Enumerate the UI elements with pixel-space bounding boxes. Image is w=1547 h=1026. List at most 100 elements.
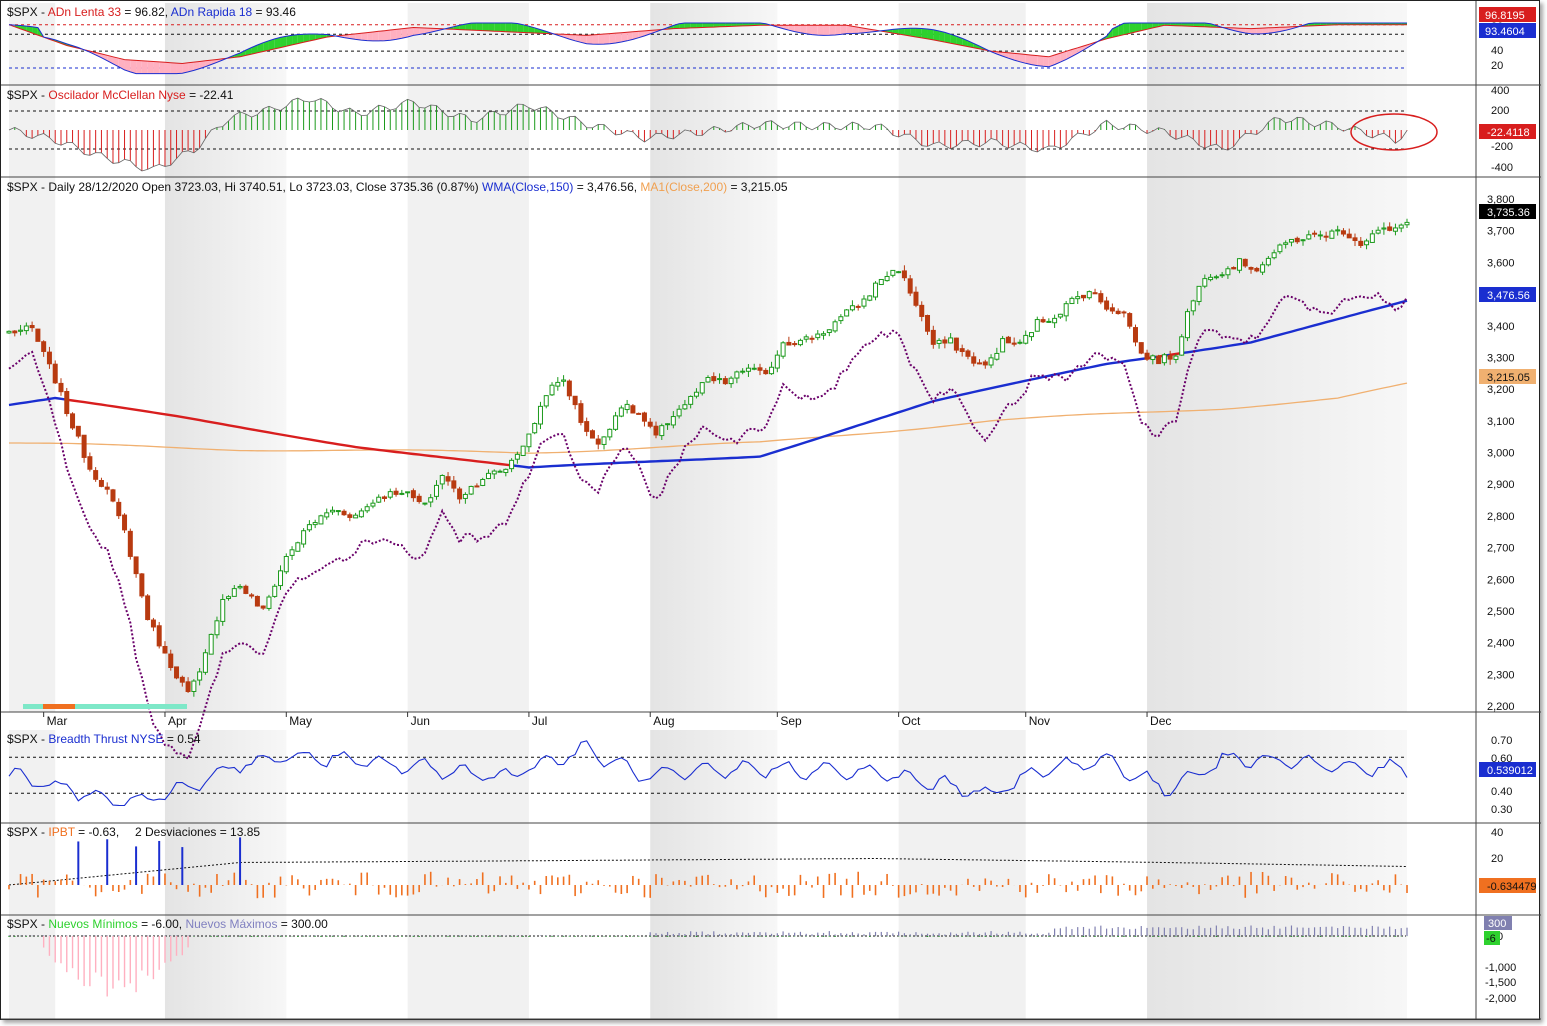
adn-fill [1175,23,1182,26]
candle [561,375,567,387]
adn-fill [193,61,200,71]
adn-fill [731,23,737,27]
candle [370,499,376,509]
adn-fill [702,23,708,28]
adn-fill [511,23,518,33]
candle [1109,303,1115,314]
adn-fill [690,23,697,28]
candle-body [982,361,988,366]
candle [139,573,145,599]
month-label: Jul [532,714,547,728]
adn-fill [1118,23,1124,37]
month-label: Dec [1150,714,1171,728]
candle [849,300,855,312]
candle-body [1029,332,1035,338]
candle-body [618,407,624,417]
candle [480,477,486,487]
adn-fill [1181,23,1188,27]
adn-fill [130,59,137,74]
adn-fill [476,23,483,31]
adn-fill [823,25,830,36]
candle [422,502,428,506]
candle-body [381,496,387,499]
candle-body [769,366,775,375]
price-tick: 3,400 [1487,321,1515,333]
candle-body [503,468,509,474]
adn-fill [419,27,425,35]
candle [1381,222,1387,235]
mcclellan-tick: -200 [1491,141,1513,153]
candle [1236,258,1242,274]
month-band [650,3,778,85]
candle [537,401,543,430]
candle-body [358,510,364,518]
candle [1219,271,1225,278]
price-status-bar [23,704,187,709]
candle [301,528,307,548]
candle [202,649,208,675]
adn-fill [390,29,397,41]
candle-body [896,271,902,274]
candle [942,336,948,349]
month-band [164,730,287,823]
candle [1156,354,1162,365]
adn-panel [8,22,1407,75]
adn-fill [604,33,610,45]
candle [682,399,688,410]
candle-body [474,485,480,488]
adn-fill [170,62,177,74]
candle [1173,354,1179,364]
adn-fill [465,23,472,31]
candle-body [312,522,318,526]
candle-body [670,416,676,426]
candle-body [942,339,948,344]
candle [1242,258,1248,268]
candle-body [665,423,671,426]
candle-body [439,474,445,485]
candle [930,325,936,349]
candle-body [231,588,237,597]
mcclellan-tick: 400 [1491,85,1509,97]
candle-body [537,405,543,425]
highs-lows-tick: -1,500 [1485,977,1516,989]
adn-fill [1170,23,1176,26]
candle-body [301,530,307,545]
candle-body [318,515,324,525]
adn-fill [372,31,379,41]
candle-body [653,425,659,436]
candle [41,340,47,357]
candle-body [873,282,879,298]
adn-fill [586,34,593,45]
candle [543,395,549,409]
candle [237,584,243,590]
adn-fill [892,28,899,35]
candle [503,468,509,477]
adn-fill [598,34,605,45]
candle [1138,342,1144,355]
candle-body [832,321,838,332]
candle-body [266,596,272,609]
adn-fill [309,34,316,41]
adn-fill [1187,23,1194,27]
candle-body [52,363,58,384]
candle-body [156,625,162,647]
adn-fill [147,61,154,74]
adn-fill [245,47,252,56]
candle [1364,238,1370,250]
price-tick: 2,500 [1487,606,1515,618]
candle-body [1317,234,1323,237]
adn-fill [679,23,685,29]
candle-body [589,430,595,439]
candle [1190,299,1196,316]
candle-body [803,336,809,340]
candle-body [1069,297,1075,305]
ipbt-tag: -0.634479 [1479,878,1537,893]
candle-body [6,330,12,334]
month-band [898,730,1026,823]
candle-body [930,329,936,345]
candle [797,338,803,347]
candle-body [994,352,1000,360]
candle [104,482,110,495]
candle-body [41,341,47,352]
candle [901,265,907,281]
